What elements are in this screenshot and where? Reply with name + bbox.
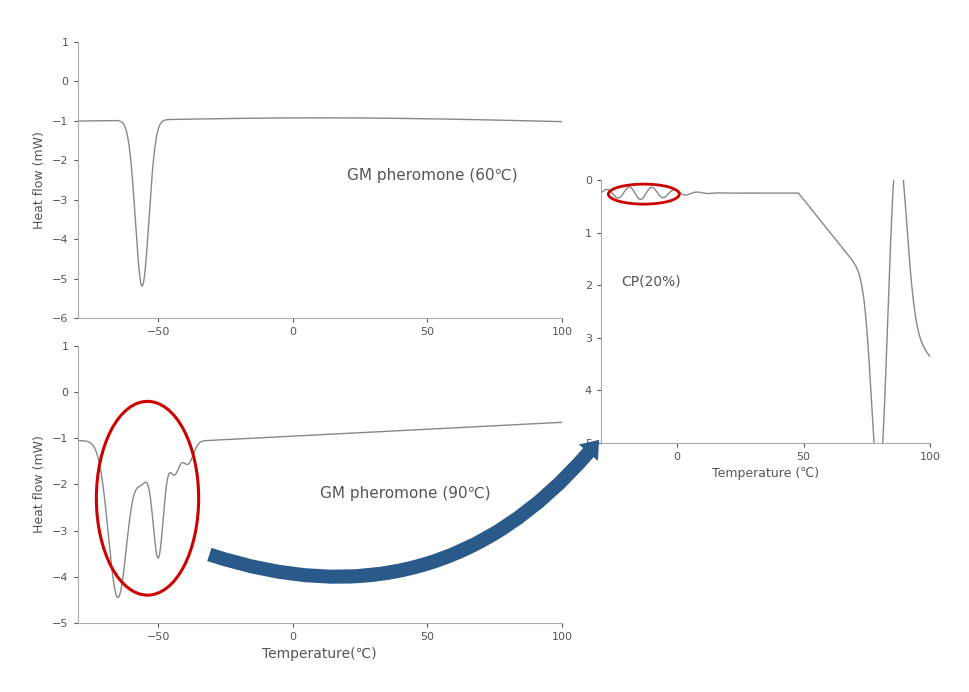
X-axis label: Temperature(℃): Temperature(℃) — [263, 648, 377, 662]
Text: CP(20%): CP(20%) — [621, 274, 680, 288]
Text: GM pheromone (90℃): GM pheromone (90℃) — [320, 486, 490, 501]
Y-axis label: Heat flow (mW): Heat flow (mW) — [34, 131, 47, 229]
X-axis label: Temperature (℃): Temperature (℃) — [712, 468, 819, 480]
Y-axis label: Heat flow (mW): Heat flow (mW) — [34, 435, 47, 534]
Text: GM pheromone (60℃): GM pheromone (60℃) — [347, 168, 517, 183]
